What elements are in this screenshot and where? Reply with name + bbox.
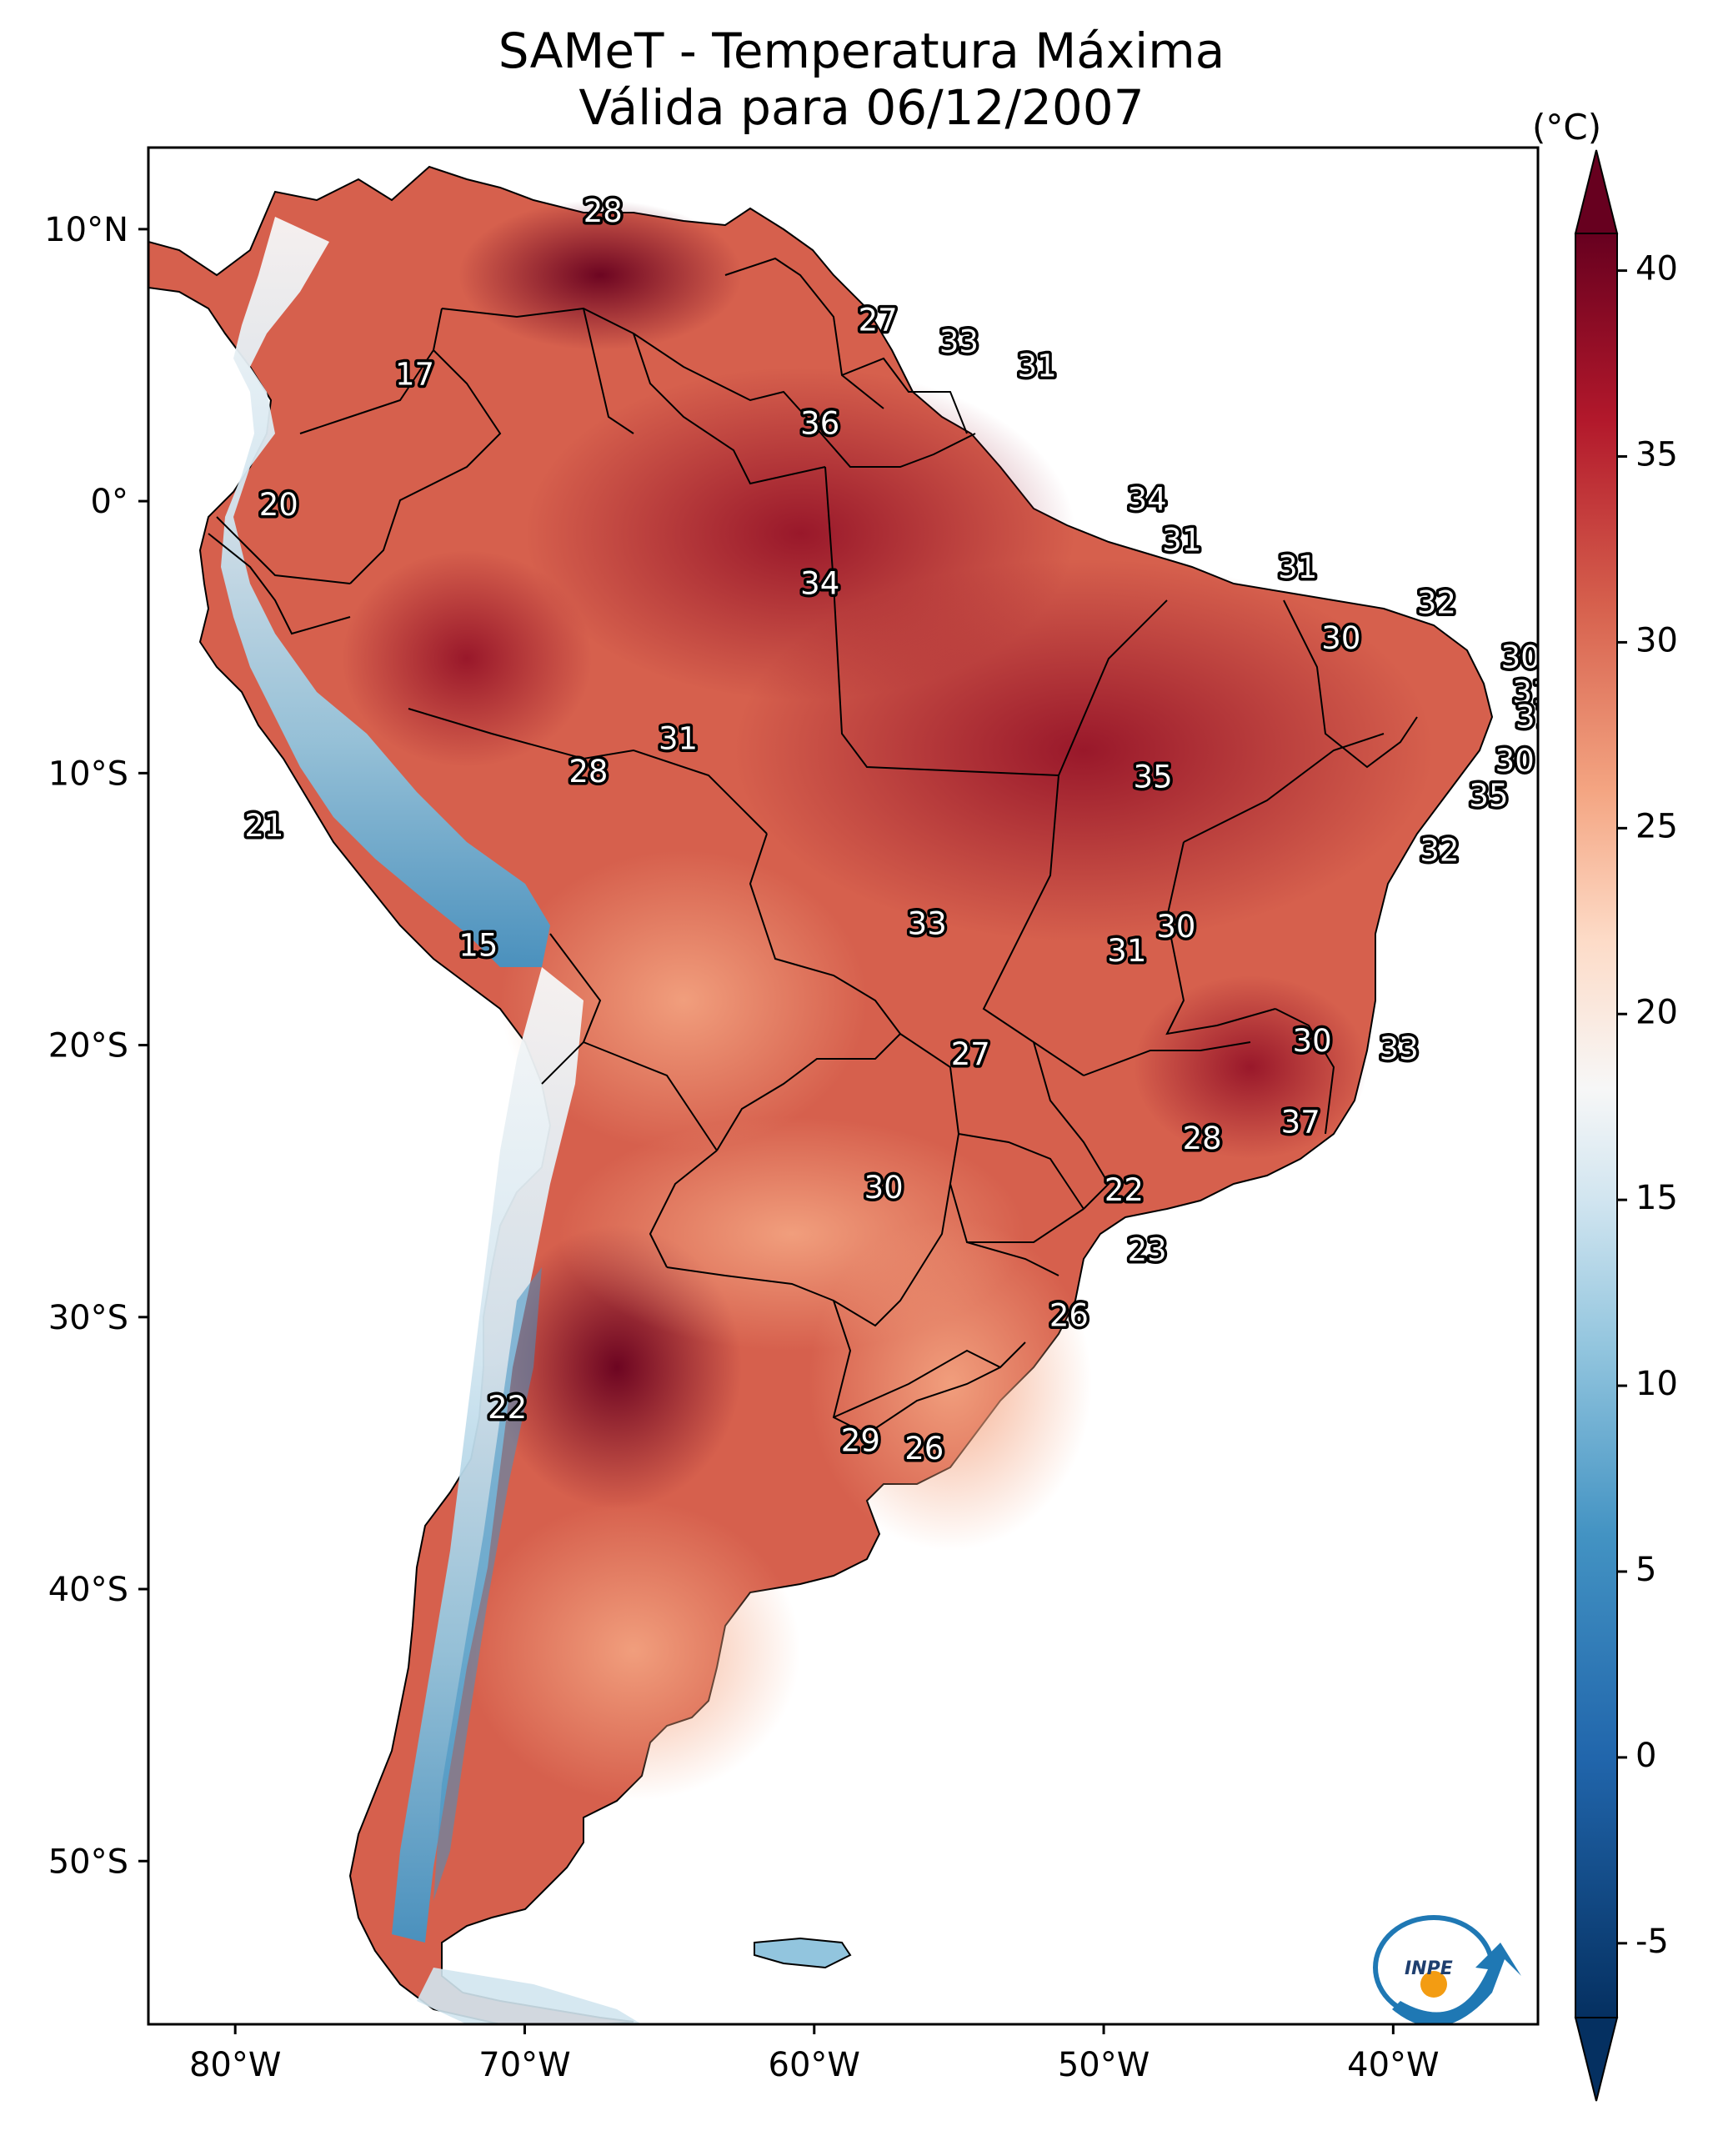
station-value-label: 33 (908, 906, 947, 942)
longitude-tick-label: 60°W (769, 2046, 860, 2084)
falkland-islands (754, 1937, 852, 1969)
longitude-tick-label: 70°W (478, 2046, 570, 2084)
warm-zone-patagonia (467, 1501, 800, 1801)
colorbar-tick-label: 5 (1635, 1551, 1656, 1589)
station-value-label: 33 (1380, 1031, 1419, 1067)
logo-sun-icon (1420, 1971, 1447, 1998)
colorbar-tick-label: 40 (1635, 250, 1678, 288)
logo-arrow-icon (1392, 1943, 1521, 2024)
colorbar-tick-label: 20 (1635, 993, 1678, 1031)
colorbar-unit: (°C) (1532, 107, 1602, 148)
station-value-label: 33 (939, 323, 979, 359)
station-value-label: 34 (800, 566, 839, 602)
hot-zone-amazon (525, 367, 1075, 700)
station-value-label: 20 (259, 487, 298, 523)
andes-south-strip (392, 967, 584, 1943)
station-value-label: 30 (1501, 639, 1540, 675)
colorbar: 40 35 30 25 20 15 10 5 0 -5 (1574, 149, 1678, 2102)
colorbar-tick-label: 25 (1635, 807, 1678, 845)
colorbar-tick-label: 10 (1635, 1365, 1678, 1403)
latitude-tick-label: 50°S (48, 1843, 128, 1881)
station-value-label: 31 (1107, 933, 1146, 969)
station-value-label: 27 (951, 1036, 990, 1072)
latitude-tick-label: 10°N (44, 211, 128, 249)
station-value-label: 26 (904, 1431, 944, 1467)
map-subtitle: Válida para 06/12/2007 (579, 79, 1144, 136)
longitude-tick-label: 50°W (1058, 2046, 1150, 2084)
colorbar-tick-label: 15 (1635, 1179, 1678, 1217)
warm-zone-south-brazil (809, 1217, 1092, 1551)
map-title: SAMeT - Temperatura Máxima (498, 23, 1225, 79)
station-value-label: 34 (1128, 482, 1167, 518)
hot-zone-venezuela (458, 200, 742, 350)
hot-zone-southeast (1134, 975, 1367, 1159)
station-value-label: 28 (568, 754, 608, 790)
station-value-label: 35 (1134, 759, 1173, 795)
station-value-label: 15 (458, 928, 498, 964)
map-frame (147, 146, 1540, 2026)
latitude-tick-label: 20°S (48, 1027, 128, 1065)
station-value-label: 21 (244, 808, 283, 844)
station-value-label: 30 (1293, 1023, 1332, 1059)
longitude-ticks: 80°W 70°W 60°W 50°W 40°W (189, 2024, 1440, 2084)
station-value-label: 28 (584, 193, 623, 229)
colorbar-tick-label: -5 (1635, 1923, 1669, 1961)
latitude-tick-label: 40°S (48, 1571, 128, 1609)
station-value-label: 30 (1495, 743, 1535, 779)
station-value-label: 23 (1128, 1232, 1167, 1268)
station-value-label: 31 (1515, 699, 1555, 735)
longitude-tick-label: 40°W (1347, 2046, 1439, 2084)
station-value-label: 30 (864, 1170, 904, 1206)
station-value-label: 26 (1049, 1297, 1089, 1333)
station-value-label: 31 (1018, 348, 1057, 384)
station-value-label: 22 (488, 1390, 527, 1426)
station-value-label: 32 (1417, 585, 1456, 621)
colorbar-outline (1575, 233, 1618, 2018)
station-value-label: 30 (1156, 909, 1195, 945)
station-value-label: 28 (1183, 1121, 1222, 1156)
inpe-logo: INPE (1373, 1915, 1521, 2024)
warm-zone-bolivia (500, 850, 867, 1151)
longitude-tick-label: 80°W (189, 2046, 281, 2084)
latitude-ticks: 10°N 0° 10°S 20°S 30°S 40°S 50°S (44, 211, 148, 1881)
station-value-label: 36 (800, 405, 839, 441)
colorbar-bottom-extend (1574, 2017, 1619, 2102)
andes-blue-core (433, 1267, 542, 1901)
colorbar-top-extend (1574, 149, 1619, 234)
colorbar-ticks: 40 35 30 25 20 15 10 5 0 -5 (1617, 250, 1678, 1961)
colorbar-tick-label: 0 (1635, 1737, 1656, 1775)
station-value-label: 32 (1420, 832, 1459, 868)
station-value-label: 37 (1281, 1105, 1320, 1141)
colorbar-tick-label: 30 (1635, 621, 1678, 659)
station-value-label: 31 (659, 721, 698, 757)
station-value-label: 31 (1162, 523, 1201, 559)
station-value-label: 27 (859, 302, 898, 338)
logo-text: INPE (1405, 1958, 1453, 1979)
tierra-del-fuego-cold (417, 1968, 642, 2024)
station-value-label: 35 (1469, 778, 1508, 814)
station-value-label: 17 (395, 357, 434, 393)
latitude-tick-label: 30°S (48, 1299, 128, 1337)
station-value-label: 31 (1278, 549, 1317, 585)
colorbar-body (1575, 233, 1617, 2018)
station-value-label: 29 (841, 1422, 880, 1458)
latitude-tick-label: 0° (91, 483, 128, 521)
station-value-label: 31 (1513, 674, 1552, 710)
station-value-label: 30 (1321, 620, 1360, 656)
latitude-tick-label: 10°S (48, 755, 128, 793)
hot-zone-west-amazon (342, 550, 592, 767)
country-borders (208, 257, 1418, 1435)
andes-cold-strip (221, 217, 550, 967)
colorbar-tick-label: 35 (1635, 436, 1678, 474)
station-value-label: 22 (1104, 1172, 1144, 1208)
